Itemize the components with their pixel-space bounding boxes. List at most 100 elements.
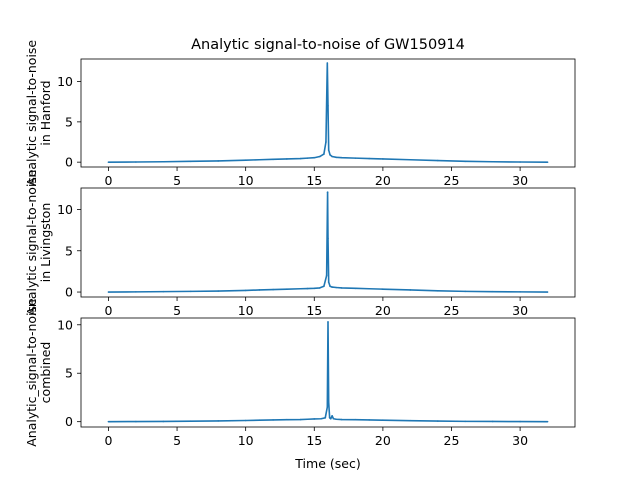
data-point: [313, 156, 316, 159]
data-point: [329, 285, 331, 288]
data-point: [332, 417, 335, 420]
data-point: [244, 289, 247, 292]
data-point: [382, 158, 384, 160]
y-tick-label: 5: [65, 114, 73, 129]
data-point: [331, 286, 333, 288]
data-point: [217, 420, 220, 422]
data-point: [272, 288, 274, 291]
data-point: [286, 158, 288, 160]
data-point: [313, 287, 316, 290]
x-tick-label: 30: [512, 303, 528, 318]
data-point: [464, 420, 467, 423]
x-axis-label: Time (sec): [294, 456, 360, 471]
y-axis-label: Analytic signal-to-noisein Hanford: [24, 40, 53, 187]
data-point: [546, 291, 549, 293]
data-point: [328, 417, 331, 419]
data-point: [335, 286, 338, 289]
data-point: [189, 160, 192, 163]
data-point: [409, 419, 412, 422]
y-axis-label-line: combined: [38, 342, 53, 404]
y-axis-label-line: in Livingston: [38, 203, 53, 283]
subplot-panels: 0 5 10 15 20 25 30 0 5 10 Analytic signal-to-noise…: [24, 40, 576, 448]
data-point: [217, 290, 220, 292]
y-tick-label: 10: [57, 202, 73, 217]
series-line-3-1: [108, 321, 548, 423]
x-tick-label: 15: [306, 173, 322, 188]
x-tick-label: 5: [173, 303, 181, 318]
data-point: [340, 287, 343, 289]
data-point: [519, 420, 521, 423]
data-point: [318, 287, 321, 289]
x-tick-label: 10: [238, 433, 254, 448]
data-point: [189, 420, 192, 422]
x-tick-label: 5: [173, 433, 181, 448]
data-point: [325, 274, 328, 277]
x-tick-label: 0: [104, 173, 112, 188]
axes-frame-3: [80, 317, 576, 428]
data-point: [340, 418, 343, 421]
data-point: [313, 418, 316, 420]
x-tick-label: 25: [444, 433, 460, 448]
data-point: [340, 156, 343, 159]
x-tick-label: 20: [375, 433, 391, 448]
data-point: [299, 287, 302, 290]
data-point: [323, 153, 325, 155]
data-point: [324, 417, 327, 419]
data-point: [335, 418, 338, 421]
data-point: [464, 290, 467, 293]
data-point: [244, 159, 247, 161]
data-point: [436, 420, 439, 422]
data-point: [107, 291, 110, 293]
x-tick-label: 20: [375, 303, 391, 318]
data-point: [546, 420, 549, 423]
data-point: [107, 161, 110, 163]
data-point: [491, 420, 494, 423]
data-point: [306, 287, 309, 290]
axes-frame-2: [80, 187, 576, 298]
x-tick-label: 15: [306, 433, 322, 448]
figure-title: Analytic signal-to-noise of GW150914: [191, 37, 465, 53]
data-point: [327, 281, 330, 283]
data-point: [519, 161, 521, 163]
data-point: [162, 420, 165, 423]
data-point: [135, 161, 137, 163]
x-tick-label: 30: [512, 173, 528, 188]
data-point: [272, 158, 274, 161]
y-tick-label: 5: [65, 366, 73, 381]
data-point: [491, 160, 494, 163]
data-point: [272, 419, 274, 421]
data-point: [318, 155, 321, 158]
data-point: [335, 156, 338, 159]
data-point: [135, 420, 137, 423]
data-point: [331, 415, 333, 417]
y-tick-label: 0: [65, 155, 73, 170]
data-point: [354, 287, 357, 290]
data-point: [546, 161, 549, 163]
x-tick-label: 10: [238, 303, 254, 318]
data-point: [464, 160, 467, 163]
data-point: [326, 191, 329, 193]
data-point: [354, 157, 357, 159]
data-point: [327, 401, 330, 404]
data-point: [327, 321, 329, 323]
data-point: [368, 157, 370, 160]
data-point: [409, 158, 412, 161]
data-point: [107, 420, 110, 423]
y-axis-label-line: Analytic signal-to-noise: [24, 40, 39, 187]
data-point: [323, 285, 325, 288]
data-point: [217, 160, 220, 162]
data-point: [382, 419, 384, 422]
data-point: [299, 418, 302, 421]
x-tick-label: 20: [375, 173, 391, 188]
y-axis-label-line: in Hanford: [38, 80, 53, 145]
data-point: [189, 290, 192, 293]
data-point: [162, 290, 165, 293]
data-point: [299, 157, 302, 160]
data-point: [409, 289, 412, 291]
data-point: [382, 288, 384, 290]
data-point: [326, 406, 329, 408]
y-axis-label-line: Analytic_signal-to-noise: [24, 298, 39, 447]
x-tick-label: 30: [512, 433, 528, 448]
x-tick-label: 5: [173, 173, 181, 188]
